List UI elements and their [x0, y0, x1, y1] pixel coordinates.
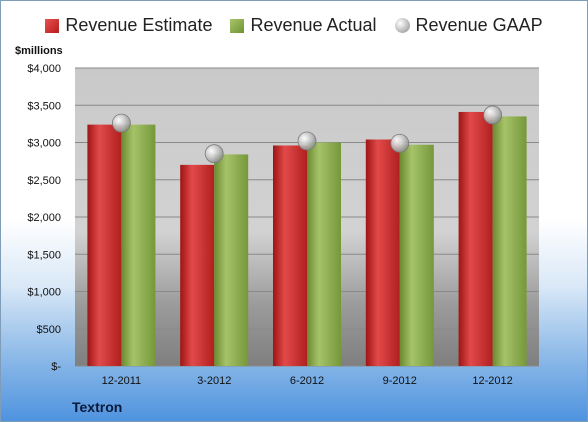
legend-item-gaap: Revenue GAAP	[394, 15, 543, 36]
x-axis: 12-2011 3-2012 6-2012 9-2012 12-2012	[102, 375, 513, 387]
x-tick-label: 12-2012	[472, 375, 512, 387]
bars	[87, 111, 527, 367]
legend-label-gaap: Revenue GAAP	[415, 15, 543, 35]
legend-marker-gaap	[394, 18, 410, 33]
y-tick-label: $-	[51, 361, 61, 373]
bar-estimate	[365, 139, 400, 366]
y-axis-unit-label: $millions	[15, 45, 63, 57]
legend-item-estimate: Revenue Estimate	[45, 15, 212, 36]
y-tick-label: $1,500	[27, 249, 61, 261]
y-tick-label: $3,500	[27, 100, 61, 112]
x-tick-label: 3-2012	[197, 375, 231, 387]
gaap-marker	[204, 144, 224, 164]
bar-actual	[492, 116, 527, 366]
bar-estimate	[458, 111, 493, 366]
bar-actual	[399, 144, 434, 366]
gaap-marker	[483, 105, 503, 125]
x-tick-label: 12-2011	[102, 375, 142, 387]
gaap-marker	[390, 133, 410, 153]
bar-estimate	[180, 164, 215, 366]
gaap-marker	[297, 131, 317, 151]
y-tick-label: $1,000	[27, 287, 61, 299]
legend: Revenue Estimate Revenue Actual Revenue …	[1, 15, 587, 36]
y-tick-label: $500	[37, 324, 61, 336]
bar-actual	[307, 142, 341, 366]
gaap-marker	[112, 113, 131, 133]
y-tick-label: $3,000	[27, 138, 61, 150]
legend-label-actual: Revenue Actual	[250, 15, 377, 35]
legend-label-estimate: Revenue Estimate	[65, 15, 213, 35]
y-tick-label: $4,000	[27, 63, 61, 75]
bar-actual	[214, 154, 249, 366]
company-name: Textron	[72, 399, 123, 415]
y-tick-label: $2,500	[27, 175, 61, 187]
x-tick-label: 6-2012	[290, 375, 324, 387]
legend-swatch-estimate	[45, 18, 60, 33]
legend-item-actual: Revenue Actual	[230, 15, 377, 36]
y-axis: $- $500 $1,000 $1,500 $2,000 $2,500 $3,000 $3,5…	[27, 63, 61, 373]
y-tick-label: $2,000	[27, 212, 61, 224]
x-tick-label: 9-2012	[383, 375, 417, 387]
legend-swatch-actual	[230, 18, 245, 33]
bar-estimate	[273, 145, 307, 366]
bar-actual	[121, 124, 156, 367]
gaap-markers	[112, 105, 503, 164]
bar-estimate	[87, 124, 122, 367]
